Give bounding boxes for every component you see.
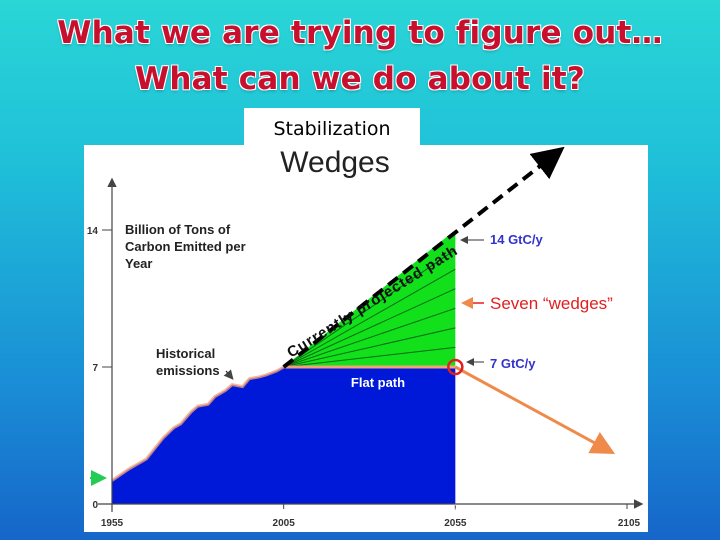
wedge-divider-line bbox=[283, 268, 456, 368]
annotation-7-label: 7 GtC/y bbox=[490, 356, 536, 371]
wedge-divider-line bbox=[283, 288, 456, 368]
x-tick-label: 2005 bbox=[273, 518, 296, 529]
wedge-divider-line bbox=[283, 249, 456, 368]
flat-path-label: Flat path bbox=[351, 375, 405, 390]
x-tick-label: 2105 bbox=[618, 518, 641, 529]
wedges-label: Seven “wedges” bbox=[490, 294, 613, 313]
historical-emissions-area bbox=[112, 367, 456, 504]
chart-title: Wedges bbox=[280, 146, 390, 179]
wedges-area bbox=[283, 230, 456, 367]
historical-label-arrow bbox=[223, 369, 234, 380]
declining-path-line bbox=[454, 365, 616, 455]
stabilization-label: Stabilization bbox=[244, 108, 420, 150]
wedge-divider-line bbox=[283, 346, 456, 368]
wedge-divider-line bbox=[283, 307, 456, 368]
slide-title-line-1: What we are trying to figure out… bbox=[57, 15, 663, 51]
y-tick-label: 14 bbox=[87, 226, 99, 237]
y-axis-label-line: Billion of Tons of bbox=[125, 222, 231, 237]
historical-label-line: Historical bbox=[156, 346, 215, 361]
projected-path-line bbox=[282, 146, 565, 369]
x-tick-label: 1955 bbox=[101, 518, 124, 529]
y-tick-label: 0 bbox=[92, 500, 98, 511]
historical-emissions-line bbox=[111, 365, 285, 482]
x-tick-label: 2055 bbox=[444, 518, 467, 529]
y-axis-label-line: Carbon Emitted per bbox=[125, 239, 246, 254]
stabilization-marker bbox=[447, 358, 464, 376]
y-axis-label-line: Year bbox=[125, 256, 152, 271]
y-tick-label: 7 bbox=[92, 363, 98, 374]
wedge-divider-line bbox=[283, 327, 456, 368]
historical-label-line: emissions bbox=[156, 363, 220, 378]
annotation-14-label: 14 GtC/y bbox=[490, 232, 544, 247]
slide-title-line-2: What can we do about it? bbox=[134, 61, 585, 97]
